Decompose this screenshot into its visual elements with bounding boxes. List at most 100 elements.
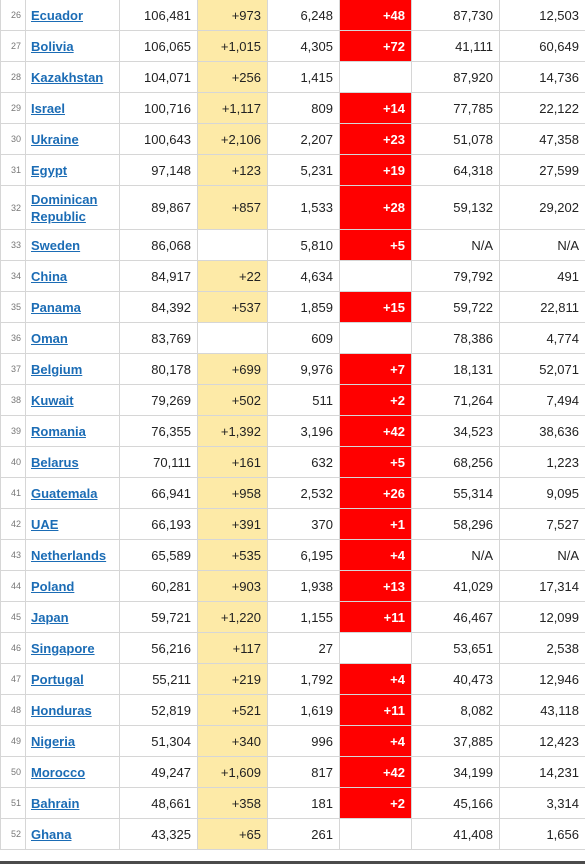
country-link[interactable]: Ukraine [31,131,79,147]
bottom-edge-bar [0,861,585,864]
country-link[interactable]: Netherlands [31,547,107,563]
country-link[interactable]: Dominican Republic [31,191,98,224]
table-row: 29 Israel 100,716 +1,117 809 +14 77,785 22,122 [0,93,585,124]
new-deaths-cell: +5 [340,447,412,477]
country-cell: Ghana [26,819,120,849]
total-deaths-cell: 370 [268,509,340,539]
active-cases-cell: 9,095 [546,485,579,501]
total-deaths-cell: 6,195 [268,540,340,570]
active-cases-cell: 22,122 [539,100,579,116]
country-link[interactable]: Kuwait [31,392,74,408]
country-cell: Dominican Republic [26,186,120,229]
total-recovered-cell: 53,651 [412,633,500,663]
country-link[interactable]: Kazakhstan [31,69,104,85]
new-cases-cell: +2,106 [198,124,268,154]
country-link[interactable]: Portugal [31,671,84,687]
table-row: 35 Panama 84,392 +537 1,859 +15 59,722 22,811 [0,292,585,323]
table-row: 27 Bolivia 106,065 +1,015 4,305 +72 41,111 60,6… [0,31,585,62]
row-number-cell: 37 [0,354,26,384]
country-link[interactable]: Poland [31,578,75,594]
table-row: 34 China 84,917 +22 4,634 79,792 491 [0,261,585,292]
active-cases-cell: 12,946 [539,671,579,687]
total-cases-cell: 76,355 [120,416,198,446]
country-cell: Egypt [26,155,120,185]
country-link[interactable]: Egypt [31,162,68,178]
country-link[interactable]: Belgium [31,361,83,377]
new-cases-cell: +502 [198,385,268,415]
active-cases-cell: 38,636 [539,423,579,439]
row-number-cell: 26 [0,0,26,30]
row-number-cell: 49 [0,726,26,756]
country-link[interactable]: Morocco [31,764,86,780]
table-row: 36 Oman 83,769 609 78,386 4,774 [0,323,585,354]
country-link[interactable]: Oman [31,330,68,346]
country-link[interactable]: China [31,268,68,284]
country-link[interactable]: Nigeria [31,733,76,749]
country-link[interactable]: Ghana [31,826,72,842]
active-cases-cell: 47,358 [539,131,579,147]
total-recovered-cell: 41,408 [412,819,500,849]
country-link[interactable]: Belarus [31,454,79,470]
country-link[interactable]: Bahrain [31,795,80,811]
active-cases-cell: 12,099 [539,609,579,625]
new-cases-cell: +391 [198,509,268,539]
total-cases-cell: 55,211 [120,664,198,694]
row-number-cell: 35 [0,292,26,322]
total-deaths-cell: 27 [268,633,340,663]
country-link[interactable]: Sweden [31,237,81,253]
row-number-cell: 50 [0,757,26,787]
active-cases-cell: N/A [557,547,579,563]
new-cases-cell: +161 [198,447,268,477]
new-deaths-cell: +72 [340,31,412,61]
total-cases-cell: 80,178 [120,354,198,384]
active-cases-cell: 3,314 [546,795,579,811]
total-recovered-cell: 77,785 [412,93,500,123]
country-link[interactable]: Japan [31,609,69,625]
total-cases-cell: 97,148 [120,155,198,185]
country-cell: Kuwait [26,385,120,415]
total-cases-cell: 100,643 [120,124,198,154]
new-cases-cell: +358 [198,788,268,818]
new-deaths-cell: +2 [340,385,412,415]
table-row: 46 Singapore 56,216 +117 27 53,651 2,538 [0,633,585,664]
country-link[interactable]: Singapore [31,640,95,656]
total-recovered-cell: 59,132 [412,186,500,229]
country-link[interactable]: Honduras [31,702,92,718]
active-cases-cell: 52,071 [539,361,579,377]
new-deaths-cell: +42 [340,757,412,787]
total-recovered-cell: 71,264 [412,385,500,415]
total-cases-cell: 84,917 [120,261,198,291]
row-number-cell: 29 [0,93,26,123]
new-deaths-cell: +4 [340,664,412,694]
total-deaths-cell: 1,859 [268,292,340,322]
country-cell: Japan [26,602,120,632]
table-row: 52 Ghana 43,325 +65 261 41,408 1,656 [0,819,585,850]
country-link[interactable]: Panama [31,299,81,315]
new-cases-cell: +22 [198,261,268,291]
country-link[interactable]: UAE [31,516,59,532]
row-number-cell: 34 [0,261,26,291]
country-link[interactable]: Israel [31,100,65,116]
new-cases-cell: +903 [198,571,268,601]
total-deaths-cell: 2,207 [268,124,340,154]
country-link[interactable]: Romania [31,423,86,439]
total-recovered-cell: 87,730 [412,0,500,30]
new-cases-cell: +1,220 [198,602,268,632]
table-row: 33 Sweden 86,068 5,810 +5 N/A N/A [0,230,585,261]
table-row: 40 Belarus 70,111 +161 632 +5 68,256 1,223 [0,447,585,478]
table-row: 38 Kuwait 79,269 +502 511 +2 71,264 7,494 [0,385,585,416]
country-link[interactable]: Ecuador [31,7,84,23]
row-number-cell: 39 [0,416,26,446]
active-cases-cell: 29,202 [539,200,579,215]
total-cases-cell: 104,071 [120,62,198,92]
country-link[interactable]: Guatemala [31,485,98,501]
country-link[interactable]: Bolivia [31,38,74,54]
table-row: 43 Netherlands 65,589 +535 6,195 +4 N/A N/A [0,540,585,571]
total-cases-cell: 60,281 [120,571,198,601]
total-deaths-cell: 181 [268,788,340,818]
active-cases-cell: 12,503 [539,7,579,23]
total-recovered-cell: 64,318 [412,155,500,185]
new-deaths-cell: +2 [340,788,412,818]
new-deaths-cell: +28 [340,186,412,229]
